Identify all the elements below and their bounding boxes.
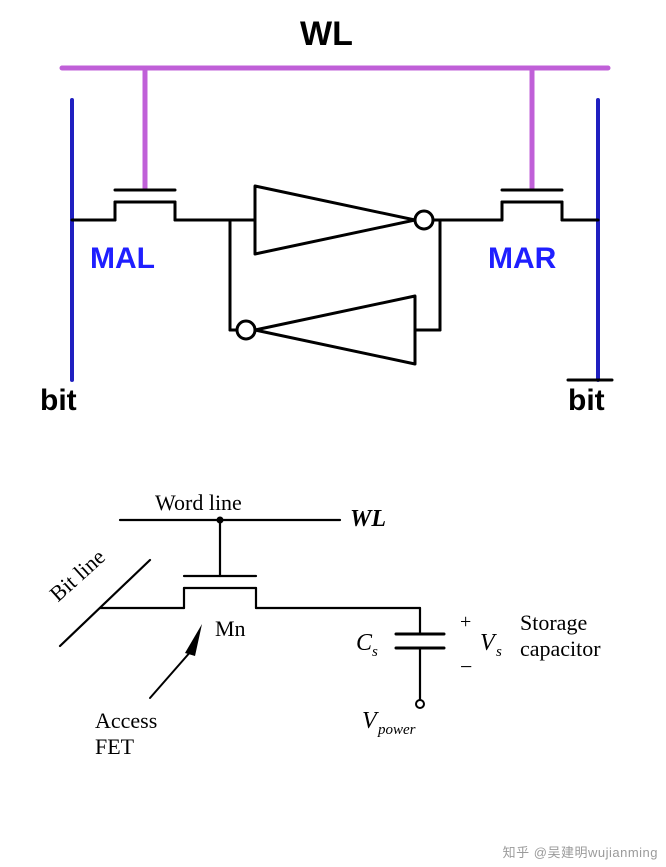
- dram-circuit: Word lineWLBit lineMnAccessFET+−CsVsVpow…: [0, 430, 666, 867]
- svg-text:V: V: [480, 630, 497, 656]
- svg-text:Access: Access: [95, 708, 157, 733]
- svg-text:MAL: MAL: [90, 242, 155, 275]
- svg-text:bit: bit: [40, 384, 77, 417]
- svg-text:−: −: [460, 654, 472, 679]
- svg-text:power: power: [377, 722, 416, 738]
- svg-text:+: +: [460, 611, 471, 633]
- svg-text:C: C: [356, 630, 373, 656]
- svg-text:s: s: [372, 644, 378, 660]
- svg-text:bit: bit: [568, 384, 605, 417]
- svg-text:Bit line: Bit line: [45, 544, 110, 606]
- svg-text:WL: WL: [350, 506, 386, 532]
- svg-text:Word line: Word line: [155, 490, 242, 515]
- watermark: 知乎 @吴建明wujianming: [503, 842, 658, 861]
- svg-text:Storage: Storage: [520, 610, 587, 635]
- svg-text:MAR: MAR: [488, 242, 557, 275]
- svg-text:V: V: [362, 708, 379, 734]
- svg-text:s: s: [496, 644, 502, 660]
- svg-text:FET: FET: [95, 734, 135, 759]
- svg-text:Mn: Mn: [215, 616, 246, 641]
- sram-circuit: WL bit bit MAL MAR: [0, 0, 666, 430]
- svg-text:WL: WL: [300, 15, 353, 53]
- svg-text:capacitor: capacitor: [520, 636, 601, 661]
